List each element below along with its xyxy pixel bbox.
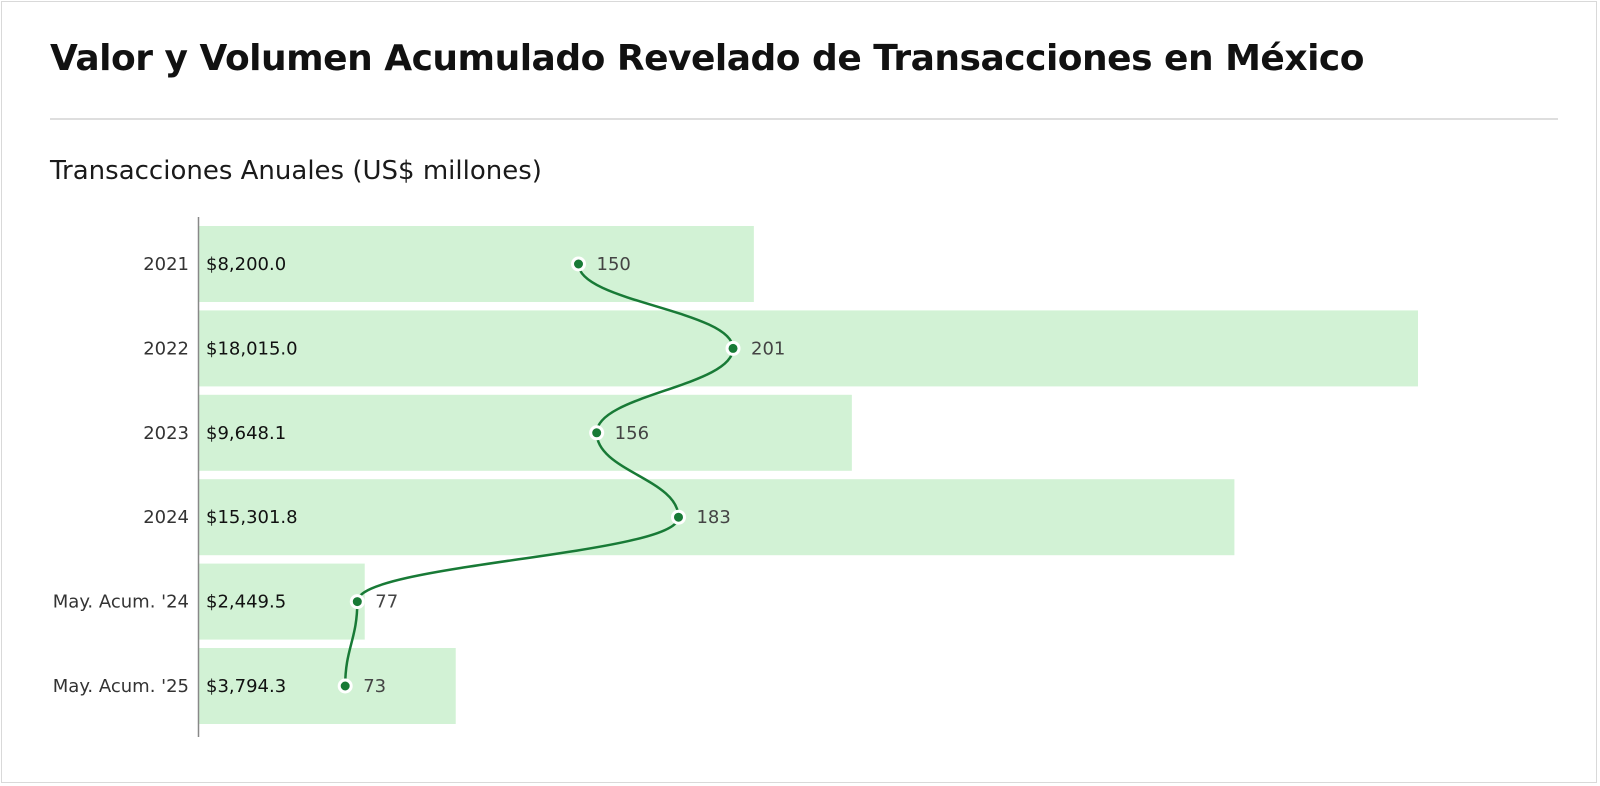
labels-layer: 2021 $8,200.0 2022 $18,015.0 2023 $9,648.1 202… xyxy=(53,254,298,697)
bar-value-label: $2,449.5 xyxy=(206,592,286,613)
bar-4 xyxy=(199,479,1235,556)
category-label: 2021 xyxy=(143,254,189,275)
category-label: May. Acum. '25 xyxy=(53,676,189,697)
bar-value-label: $3,794.3 xyxy=(206,676,286,697)
chart-title: Valor y Volumen Acumulado Revelado de Tr… xyxy=(50,38,1364,79)
bar-value-label: $9,648.1 xyxy=(206,423,286,444)
bar-1 xyxy=(199,226,754,302)
count-label: 183 xyxy=(696,507,730,528)
bar-3 xyxy=(199,394,852,471)
points-layer: 150 201 156 183 77 73 xyxy=(337,254,785,697)
count-label: 201 xyxy=(751,338,785,359)
chart-subtitle: Transacciones Anuales (US$ millones) xyxy=(50,156,542,186)
bar-5 xyxy=(199,563,365,640)
bar-6 xyxy=(199,648,456,724)
count-point-3 xyxy=(589,425,605,441)
bar-2 xyxy=(199,310,1418,387)
bars-layer xyxy=(199,226,1418,724)
count-point-4 xyxy=(670,509,686,525)
count-label: 77 xyxy=(375,592,398,613)
category-label: May. Acum. '24 xyxy=(53,592,189,613)
bar-value-label: $8,200.0 xyxy=(206,254,286,275)
category-label: 2022 xyxy=(143,338,189,359)
count-label: 156 xyxy=(615,423,649,444)
count-point-5 xyxy=(349,594,365,610)
title-divider xyxy=(50,118,1558,120)
count-point-2 xyxy=(725,340,741,356)
count-point-1 xyxy=(571,256,586,272)
category-label: 2024 xyxy=(143,507,189,528)
category-label: 2023 xyxy=(143,423,189,444)
count-label: 73 xyxy=(363,676,386,697)
count-point-6 xyxy=(337,678,353,694)
count-label: 150 xyxy=(597,254,631,275)
bar-value-label: $18,015.0 xyxy=(206,338,298,359)
bar-value-label: $15,301.8 xyxy=(206,507,298,528)
